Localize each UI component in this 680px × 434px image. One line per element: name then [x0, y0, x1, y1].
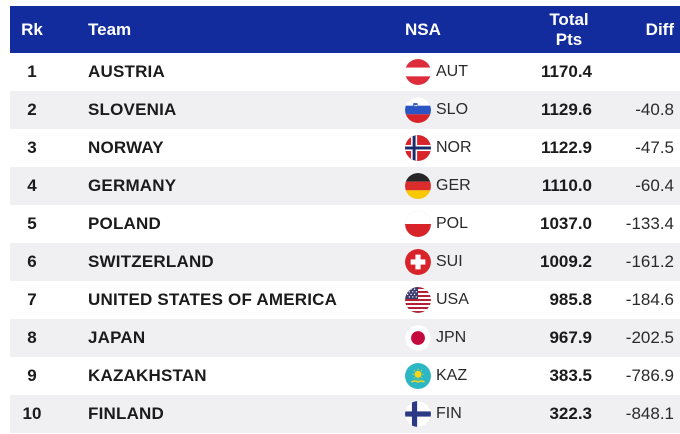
- table-row: 10 FINLAND FIN 322.3 -848.1: [10, 395, 680, 433]
- table-header-row: Rk Team NSA Total Pts Diff: [10, 6, 680, 53]
- table-row: 1 AUSTRIA AUT 1170.4: [10, 53, 680, 91]
- team-name: SLOVENIA: [88, 100, 177, 119]
- kaz-flag-icon: [405, 363, 431, 389]
- nsa-cell: GER: [395, 173, 500, 199]
- nsa-cell: FIN: [395, 401, 500, 427]
- nsa-cell: KAZ: [395, 363, 500, 389]
- diff-cell: -47.5: [635, 138, 674, 157]
- diff-cell: -786.9: [625, 366, 674, 385]
- table-row: 9 KAZAKHSTAN KAZ 383.5 -786.9: [10, 357, 680, 395]
- diff-cell: -40.8: [635, 100, 674, 119]
- fin-flag-icon: [405, 401, 431, 427]
- pol-flag-icon: [405, 211, 431, 237]
- aut-flag-icon: [405, 59, 431, 85]
- diff-cell: -184.6: [625, 290, 674, 309]
- table-row: 2 SLOVENIA SLO 1129.6 -40.8: [10, 91, 680, 129]
- nsa-code: SUI: [436, 253, 463, 270]
- total-pts-cell: 967.9: [549, 328, 592, 347]
- diff-cell: -133.4: [625, 214, 674, 233]
- table-row: 5 POLAND POL 1037.0 -133.4: [10, 205, 680, 243]
- rank-cell: 3: [27, 138, 37, 157]
- team-name: SWITZERLAND: [88, 252, 214, 271]
- nsa-code: NOR: [436, 139, 472, 156]
- team-name: POLAND: [88, 214, 161, 233]
- team-name: KAZAKHSTAN: [88, 366, 207, 385]
- nor-flag-icon: [405, 135, 431, 161]
- total-pts-cell: 1037.0: [540, 214, 592, 233]
- ger-flag-icon: [405, 173, 431, 199]
- nsa-cell: POL: [395, 211, 500, 237]
- column-header-total-pts: Total Pts: [549, 9, 589, 49]
- total-pts-cell: 1122.9: [540, 138, 592, 157]
- table-row: 8 JAPAN JPN 967.9 -202.5: [10, 319, 680, 357]
- column-header-nsa: NSA: [405, 19, 441, 39]
- column-header-diff: Diff: [645, 19, 674, 39]
- rank-cell: 5: [27, 214, 37, 233]
- diff-cell: -848.1: [625, 404, 674, 423]
- nsa-code: POL: [436, 215, 469, 232]
- nsa-cell: USA: [395, 287, 500, 313]
- team-name: NORWAY: [88, 138, 164, 157]
- table-row: 7 UNITED STATES OF AMERICA USA 985.8 -18…: [10, 281, 680, 319]
- rank-cell: 7: [27, 290, 37, 309]
- nsa-code: USA: [436, 291, 469, 308]
- rank-cell: 8: [27, 328, 37, 347]
- total-pts-cell: 1129.6: [540, 100, 592, 119]
- team-name: FINLAND: [88, 404, 164, 423]
- diff-cell: -161.2: [625, 252, 674, 271]
- total-pts-cell: 1009.2: [540, 252, 592, 271]
- nsa-code: JPN: [436, 329, 467, 346]
- nsa-cell: SUI: [395, 249, 500, 275]
- nsa-code: SLO: [436, 101, 469, 118]
- total-pts-cell: 1110.0: [541, 176, 592, 195]
- total-pts-cell: 383.5: [549, 366, 592, 385]
- rank-cell: 6: [27, 252, 37, 271]
- diff-cell: -202.5: [625, 328, 674, 347]
- rank-cell: 10: [22, 404, 42, 423]
- nsa-code: AUT: [436, 63, 468, 80]
- team-name: UNITED STATES OF AMERICA: [88, 290, 338, 309]
- total-pts-cell: 322.3: [549, 404, 592, 423]
- team-name: AUSTRIA: [88, 62, 165, 81]
- nsa-cell: SLO: [395, 97, 500, 123]
- table-row: 4 GERMANY GER 1110.0 -60.4: [10, 167, 680, 205]
- rank-cell: 2: [27, 100, 37, 119]
- table-row: 3 NORWAY NOR 1122.9 -47.5: [10, 129, 680, 167]
- table-body: 1 AUSTRIA AUT 1170.4 2 SLOVENIA SLO 1129…: [10, 53, 680, 433]
- table-row: 6 SWITZERLAND SUI 1009.2 -161.2: [10, 243, 680, 281]
- total-pts-cell: 1170.4: [540, 62, 592, 81]
- usa-flag-icon: [405, 287, 431, 313]
- nsa-cell: NOR: [395, 135, 500, 161]
- slo-flag-icon: [405, 97, 431, 123]
- nsa-cell: AUT: [395, 59, 500, 85]
- rank-cell: 9: [27, 366, 37, 385]
- jpn-flag-icon: [405, 325, 431, 351]
- nations-ranking-table: Rk Team NSA Total Pts Diff 1 AUSTRIA AUT…: [10, 6, 680, 433]
- nsa-code: KAZ: [436, 367, 468, 384]
- nsa-code: GER: [436, 177, 471, 194]
- rank-cell: 1: [27, 62, 37, 81]
- diff-cell: -60.4: [635, 176, 674, 195]
- nsa-cell: JPN: [395, 325, 500, 351]
- sui-flag-icon: [405, 249, 431, 275]
- nsa-code: FIN: [436, 405, 462, 422]
- rank-cell: 4: [27, 176, 37, 195]
- column-header-team: Team: [88, 19, 132, 39]
- team-name: GERMANY: [88, 176, 177, 195]
- column-header-rank: Rk: [21, 19, 43, 39]
- team-name: JAPAN: [88, 328, 146, 347]
- total-pts-cell: 985.8: [549, 290, 592, 309]
